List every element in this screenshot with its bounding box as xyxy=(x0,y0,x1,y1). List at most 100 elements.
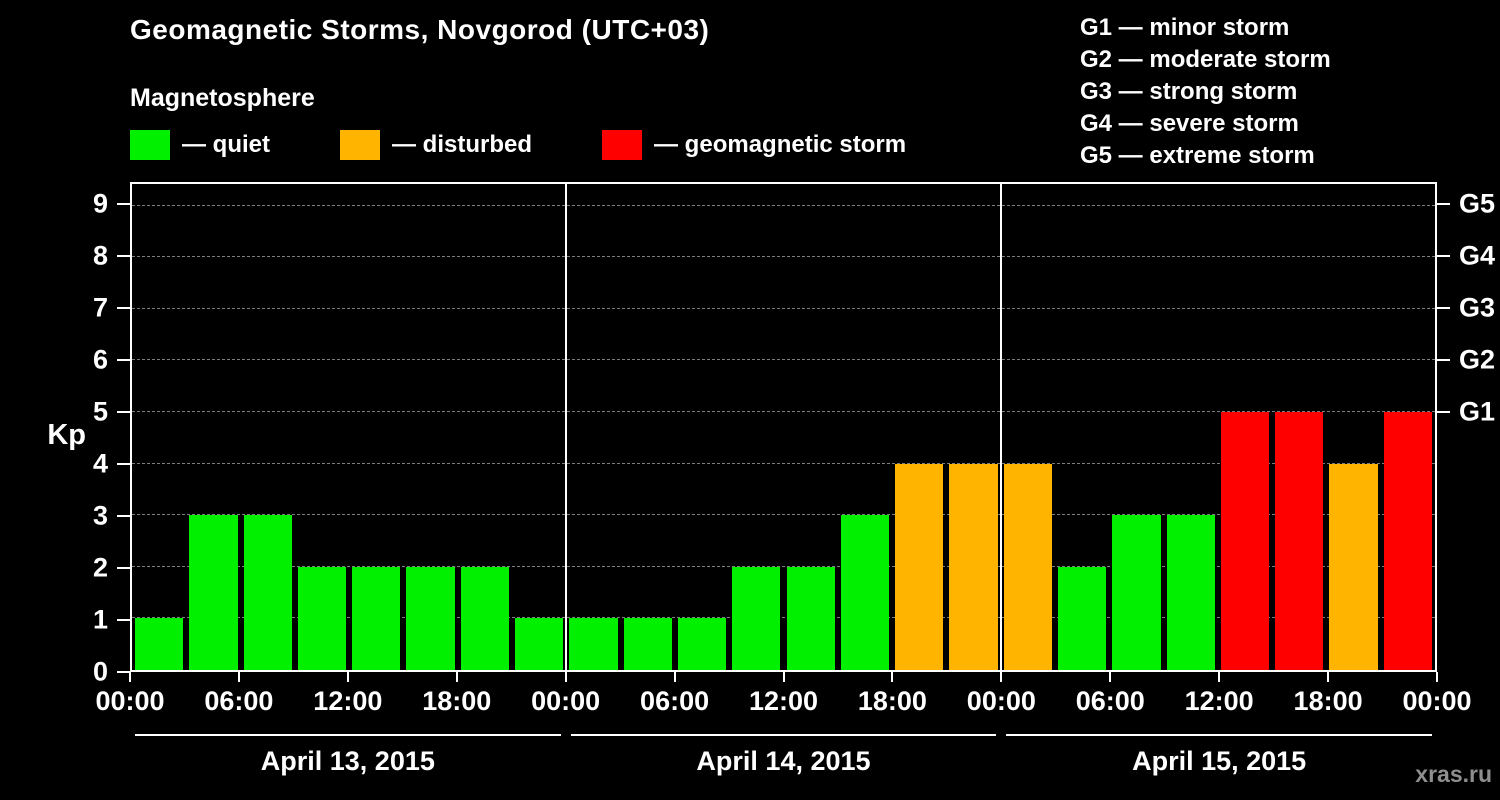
kp-bar-slot xyxy=(892,184,946,670)
kp-bar-slot xyxy=(1381,184,1435,670)
gridline-kp-8 xyxy=(132,256,1435,258)
x-tick-mark xyxy=(782,672,785,682)
kp-bar-slot xyxy=(946,184,1000,670)
kp-bar xyxy=(1003,463,1052,670)
x-tick-mark xyxy=(346,672,349,682)
date-label: April 15, 2015 xyxy=(1132,746,1307,776)
x-tick-label: 00:00 xyxy=(966,686,1036,716)
kp-bar-slot xyxy=(241,184,295,670)
gridline-kp-5 xyxy=(132,411,1435,413)
date-section: April 13, 2015 xyxy=(130,734,566,777)
legend-item-quiet: — quiet xyxy=(130,130,270,160)
storm-swatch-icon xyxy=(602,130,643,160)
kp-bar xyxy=(460,566,510,670)
date-section: April 14, 2015 xyxy=(566,734,1002,777)
kp-bar-slot xyxy=(512,184,566,670)
kp-bar xyxy=(895,463,944,670)
kp-bar xyxy=(406,566,455,670)
date-bracket-line xyxy=(570,734,997,736)
x-tick-label: 18:00 xyxy=(857,686,927,716)
y-tick-mark xyxy=(117,618,130,621)
y-tick-mark xyxy=(117,410,130,413)
kp-bar xyxy=(840,515,890,670)
date-bracket-line xyxy=(1006,734,1432,736)
x-tick-mark xyxy=(129,672,131,682)
y-tick-label: 4 xyxy=(92,448,108,479)
kp-bar xyxy=(1057,566,1107,670)
kp-bar xyxy=(949,463,998,670)
right-tick-mark xyxy=(1437,202,1450,205)
plot-area xyxy=(130,182,1437,672)
kp-bar-slot xyxy=(132,184,186,670)
x-tick-mark xyxy=(1218,672,1221,682)
kp-bar-slot xyxy=(566,184,620,670)
gridline-kp-2 xyxy=(132,565,1435,567)
x-tick-label: 00:00 xyxy=(1402,686,1472,716)
y-tick-mark xyxy=(117,202,130,205)
kp-bar xyxy=(1329,463,1378,670)
x-tick-label: 06:00 xyxy=(1075,686,1145,716)
chart-subtitle: Magnetosphere xyxy=(130,84,315,112)
kp-bar xyxy=(1275,412,1324,670)
kp-bar-slot xyxy=(295,184,349,670)
x-tick-label: 12:00 xyxy=(313,686,383,716)
y-tick-label: 7 xyxy=(92,292,108,323)
x-tick-label: 06:00 xyxy=(640,686,710,716)
y-tick-label: 1 xyxy=(92,604,108,635)
kp-bar xyxy=(732,566,781,670)
kp-bar-slot xyxy=(729,184,783,670)
right-tick-mark xyxy=(1437,410,1450,413)
y-axis-label: Kp xyxy=(47,418,86,451)
x-tick-label: 18:00 xyxy=(1293,686,1363,716)
kp-bar-slot xyxy=(621,184,675,670)
kp-bar xyxy=(786,566,835,670)
gridline-kp-6 xyxy=(132,359,1435,361)
y-tick-label: 9 xyxy=(92,188,108,219)
legend-item-storm: — geomagnetic storm xyxy=(602,130,906,160)
kp-bar xyxy=(1112,515,1161,670)
x-tick-mark xyxy=(1436,672,1438,682)
storm-scale-legend: G1 — minor storm G2 — moderate storm G3 — … xyxy=(1080,12,1331,172)
g-level-label-g2: G2 xyxy=(1459,344,1496,375)
gridline-kp-4 xyxy=(132,462,1435,464)
date-section: April 15, 2015 xyxy=(1001,734,1437,777)
g-level-label-g4: G4 xyxy=(1459,240,1496,271)
kp-legend: — quiet — disturbed — geomagnetic storm xyxy=(130,130,906,160)
kp-bar xyxy=(1166,515,1215,670)
kp-bar-slot xyxy=(403,184,457,670)
chart-area: Kp 0 1 2 3 4 5 6 7 8 9 G1 G2 G3 G4 G5 00:00 06:00 12:00 18… xyxy=(47,182,1495,776)
gridline-kp-7 xyxy=(132,307,1435,309)
disturbed-swatch-icon xyxy=(340,130,380,160)
kp-bar-slot xyxy=(838,184,892,670)
x-tick-mark xyxy=(1327,672,1330,682)
kp-bar xyxy=(243,515,292,670)
date-bracket-line xyxy=(135,734,561,736)
kp-bar xyxy=(623,618,672,670)
date-label: April 13, 2015 xyxy=(260,746,435,776)
y-tick-mark xyxy=(117,306,130,309)
kp-bar-slot xyxy=(186,184,240,670)
x-tick-mark xyxy=(564,672,567,682)
kp-bar-slot xyxy=(1055,184,1109,670)
kp-bar-slot xyxy=(1109,184,1163,670)
x-tick-label: 00:00 xyxy=(95,686,165,716)
x-tick-mark xyxy=(1109,672,1112,682)
x-tick-label: 12:00 xyxy=(1184,686,1254,716)
x-tick-label: 12:00 xyxy=(748,686,819,716)
x-tick-mark xyxy=(673,672,676,682)
legend-label-disturbed: — disturbed xyxy=(392,131,533,158)
x-tick-mark xyxy=(237,672,240,682)
y-tick-label: 3 xyxy=(92,500,108,531)
kp-bar xyxy=(515,618,564,670)
y-tick-mark xyxy=(117,358,130,361)
x-tick-mark xyxy=(455,672,458,682)
y-tick-mark xyxy=(117,254,130,257)
watermark: xras.ru xyxy=(1415,761,1492,787)
kp-bar-slot xyxy=(1272,184,1326,670)
x-tick-label: 00:00 xyxy=(531,686,601,716)
g-level-label-g5: G5 xyxy=(1459,188,1496,219)
y-tick-label: 5 xyxy=(92,396,108,427)
x-tick-mark xyxy=(1000,672,1003,682)
y-tick-label: 2 xyxy=(92,552,108,583)
storm-scale-line-3: G3 — strong storm xyxy=(1080,78,1298,105)
